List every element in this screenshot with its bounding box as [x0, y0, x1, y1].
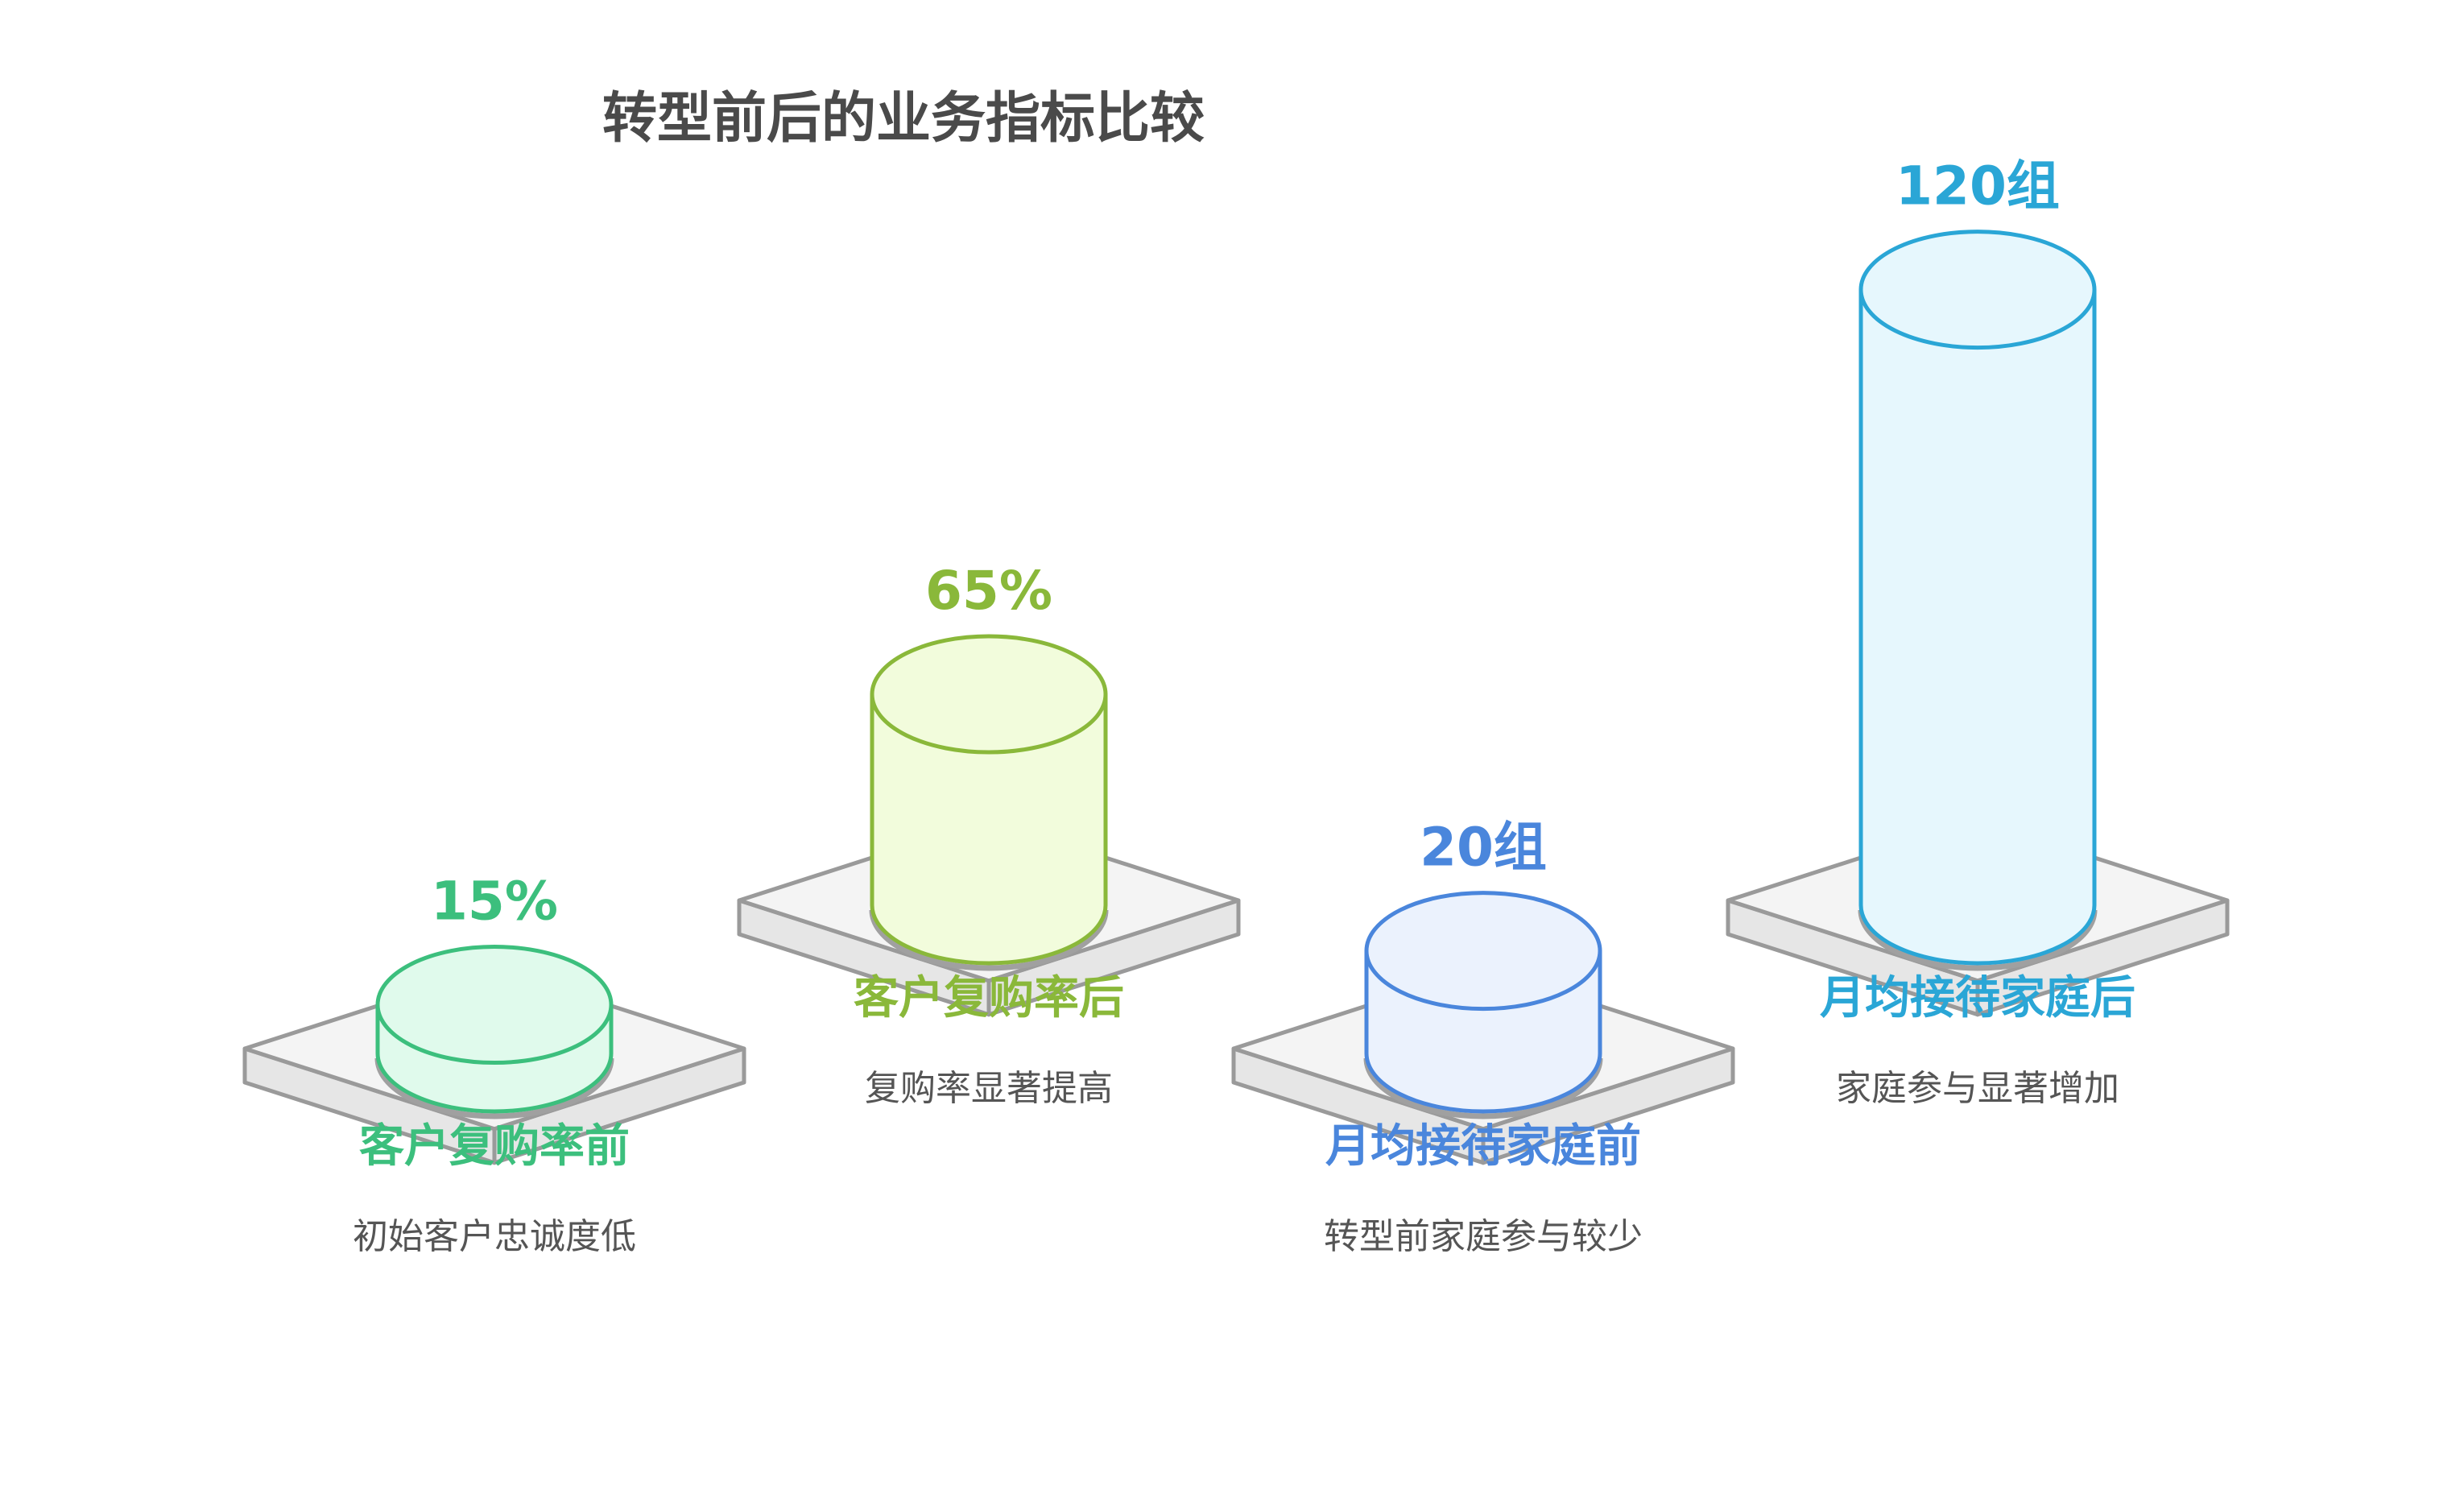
bar-4	[1858, 288, 2097, 966]
value-label-3: 20组	[1420, 817, 1547, 879]
category-label-2: 客户复购率后	[854, 972, 1124, 1024]
description-4: 家庭参与显著增加	[1836, 1068, 2119, 1109]
category-label-4: 月均接待家庭后	[1820, 972, 2135, 1024]
bar-top-3	[1364, 891, 1602, 1012]
value-label-2: 65%	[925, 560, 1052, 622]
cylinder-shadow	[869, 909, 1109, 971]
value-label-4: 120组	[1896, 155, 2060, 217]
category-label-3: 月均接待家庭前	[1325, 1120, 1641, 1173]
description-2: 复购率显著提高	[865, 1068, 1113, 1109]
cylinder-shadow	[1363, 1057, 1603, 1119]
bar-2	[870, 692, 1108, 966]
description-1: 初始客户忠诚度低	[353, 1216, 636, 1257]
chart-title: 转型前后的业务指标比较	[602, 87, 1205, 151]
cylinder-shadow	[374, 1057, 614, 1119]
bar-top-2	[870, 634, 1108, 755]
description-3: 转型前家庭参与较少	[1324, 1216, 1643, 1257]
value-label-1: 15%	[431, 871, 558, 933]
bar-top-4	[1858, 230, 2097, 350]
category-label-1: 客户复购率前	[359, 1120, 630, 1173]
bar-top-1	[375, 945, 614, 1066]
cylinder-shadow	[1858, 909, 2098, 971]
